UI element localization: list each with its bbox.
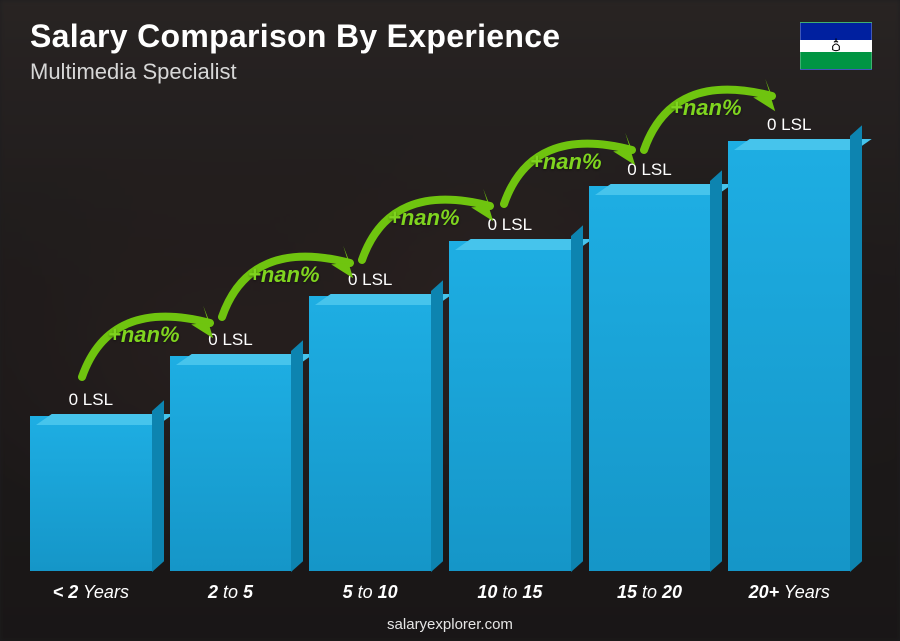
country-flag-lesotho	[800, 22, 872, 70]
x-axis-label: 15 to 20	[589, 582, 711, 603]
x-axis-label: 2 to 5	[170, 582, 292, 603]
bar-value-label: 0 LSL	[488, 215, 532, 235]
chart-container: Salary Comparison By Experience Multimed…	[0, 0, 900, 641]
bar	[728, 141, 850, 571]
bar-value-label: 0 LSL	[69, 390, 113, 410]
bar-column: 0 LSL	[589, 160, 711, 571]
x-axis-label: 5 to 10	[309, 582, 431, 603]
bar-value-label: 0 LSL	[767, 115, 811, 135]
bar-column: 0 LSL	[30, 390, 152, 571]
bar	[30, 416, 152, 571]
increment-percent-label: +nan%	[670, 95, 742, 121]
footer-attribution: salaryexplorer.com	[0, 616, 900, 633]
bar-column: 0 LSL	[309, 270, 431, 571]
increment-percent-label: +nan%	[108, 322, 180, 348]
flag-emblem-icon	[829, 37, 843, 53]
chart-subtitle: Multimedia Specialist	[30, 59, 900, 85]
bar-value-label: 0 LSL	[348, 270, 392, 290]
increment-percent-label: +nan%	[388, 205, 460, 231]
bar-value-label: 0 LSL	[627, 160, 671, 180]
bar-column: 0 LSL	[170, 330, 292, 571]
bar-value-label: 0 LSL	[208, 330, 252, 350]
bar-column: 0 LSL	[728, 115, 850, 571]
bar	[449, 241, 571, 571]
bar	[309, 296, 431, 571]
increment-percent-label: +nan%	[248, 262, 320, 288]
bar	[170, 356, 292, 571]
increment-percent-label: +nan%	[530, 149, 602, 175]
x-axis: < 2 Years 2 to 5 5 to 10 10 to 15 15 to 20 20…	[30, 582, 850, 603]
bar-column: 0 LSL	[449, 215, 571, 571]
chart-title: Salary Comparison By Experience	[30, 18, 900, 55]
x-axis-label: 10 to 15	[449, 582, 571, 603]
bar	[589, 186, 711, 571]
x-axis-label: < 2 Years	[30, 582, 152, 603]
x-axis-label: 20+ Years	[728, 582, 850, 603]
